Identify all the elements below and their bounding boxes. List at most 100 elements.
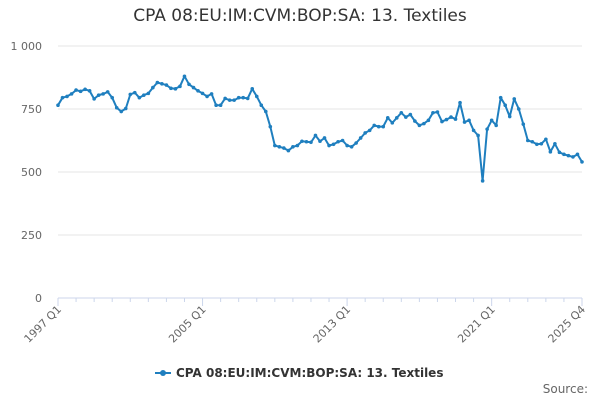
data-point[interactable]: [580, 160, 584, 164]
data-point[interactable]: [273, 143, 277, 148]
data-point[interactable]: [367, 128, 372, 133]
data-point[interactable]: [503, 103, 508, 108]
data-point[interactable]: [566, 153, 571, 158]
legend[interactable]: CPA 08:EU:IM:CVM:BOP:SA: 13. Textiles: [155, 366, 443, 380]
data-point[interactable]: [458, 100, 462, 105]
data-point[interactable]: [399, 110, 404, 115]
data-point[interactable]: [349, 145, 354, 149]
data-point[interactable]: [114, 105, 119, 110]
data-point[interactable]: [363, 131, 367, 135]
data-point[interactable]: [187, 82, 191, 87]
data-point[interactable]: [494, 123, 498, 128]
data-point[interactable]: [65, 94, 69, 99]
data-point[interactable]: [119, 109, 124, 114]
data-point[interactable]: [345, 143, 349, 148]
data-point[interactable]: [516, 107, 521, 111]
data-point[interactable]: [553, 141, 557, 146]
data-point[interactable]: [128, 92, 133, 97]
data-point[interactable]: [309, 140, 313, 145]
data-point[interactable]: [146, 91, 151, 96]
data-point[interactable]: [507, 114, 512, 119]
data-point[interactable]: [182, 74, 187, 79]
data-point[interactable]: [277, 145, 282, 149]
data-point[interactable]: [331, 142, 336, 147]
data-point[interactable]: [426, 118, 431, 123]
data-point[interactable]: [417, 123, 422, 128]
data-point[interactable]: [110, 95, 115, 100]
data-point[interactable]: [440, 119, 444, 124]
data-point[interactable]: [105, 90, 110, 94]
data-point[interactable]: [92, 97, 96, 101]
data-point[interactable]: [173, 87, 178, 91]
data-point[interactable]: [191, 85, 196, 90]
data-point[interactable]: [476, 133, 480, 138]
data-point[interactable]: [78, 89, 83, 94]
data-point[interactable]: [539, 141, 544, 146]
data-point[interactable]: [123, 106, 128, 111]
data-point[interactable]: [142, 93, 146, 97]
data-point[interactable]: [422, 121, 426, 126]
data-point[interactable]: [241, 95, 246, 100]
data-point[interactable]: [471, 128, 476, 133]
data-point[interactable]: [69, 92, 74, 96]
data-point[interactable]: [557, 150, 562, 155]
data-point[interactable]: [485, 127, 489, 131]
data-point[interactable]: [259, 103, 264, 108]
data-point[interactable]: [453, 117, 458, 121]
data-point[interactable]: [218, 103, 223, 108]
data-point[interactable]: [250, 87, 255, 91]
data-point[interactable]: [376, 124, 381, 129]
data-point[interactable]: [575, 152, 580, 157]
data-point[interactable]: [169, 86, 173, 91]
data-point[interactable]: [358, 136, 363, 140]
data-point[interactable]: [322, 136, 327, 140]
data-point[interactable]: [525, 138, 530, 143]
data-point[interactable]: [372, 123, 377, 128]
data-point[interactable]: [498, 95, 503, 100]
data-point[interactable]: [286, 148, 291, 153]
data-point[interactable]: [178, 84, 182, 89]
data-point[interactable]: [544, 137, 548, 142]
data-point[interactable]: [408, 112, 413, 117]
data-point[interactable]: [313, 133, 318, 138]
data-point[interactable]: [268, 124, 273, 129]
data-point[interactable]: [236, 95, 241, 100]
data-point[interactable]: [521, 122, 526, 126]
data-point[interactable]: [214, 103, 218, 108]
data-point[interactable]: [390, 121, 395, 125]
data-point[interactable]: [462, 120, 467, 124]
data-point[interactable]: [200, 91, 205, 96]
data-point[interactable]: [87, 89, 92, 93]
data-point[interactable]: [435, 110, 440, 114]
data-point[interactable]: [300, 139, 304, 144]
data-point[interactable]: [282, 146, 286, 150]
data-point[interactable]: [291, 145, 295, 149]
data-point[interactable]: [223, 96, 227, 101]
data-point[interactable]: [404, 115, 408, 119]
data-point[interactable]: [196, 89, 200, 93]
data-point[interactable]: [449, 115, 453, 119]
data-point[interactable]: [336, 139, 340, 144]
data-point[interactable]: [209, 92, 214, 96]
data-point[interactable]: [227, 98, 232, 102]
data-point[interactable]: [96, 93, 101, 97]
data-point[interactable]: [205, 94, 209, 99]
data-point[interactable]: [512, 97, 517, 101]
data-point[interactable]: [318, 139, 322, 144]
data-point[interactable]: [151, 85, 155, 90]
data-point[interactable]: [137, 95, 142, 100]
data-point[interactable]: [155, 80, 160, 85]
data-point[interactable]: [327, 143, 331, 148]
data-point[interactable]: [132, 90, 137, 95]
data-point[interactable]: [60, 95, 65, 100]
data-point[interactable]: [385, 116, 390, 120]
data-point[interactable]: [562, 152, 566, 157]
data-point[interactable]: [340, 138, 345, 143]
data-point[interactable]: [548, 150, 553, 154]
data-point[interactable]: [444, 117, 449, 122]
data-point[interactable]: [160, 82, 164, 86]
data-point[interactable]: [571, 155, 575, 159]
data-point[interactable]: [83, 87, 87, 92]
data-point[interactable]: [431, 110, 435, 115]
data-point[interactable]: [530, 139, 535, 144]
